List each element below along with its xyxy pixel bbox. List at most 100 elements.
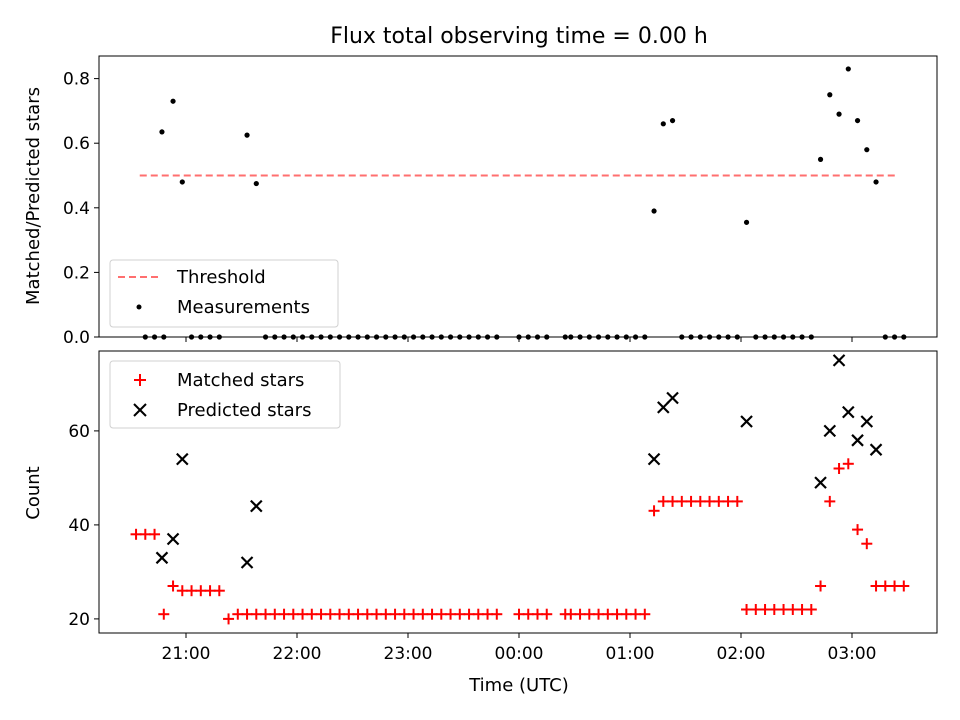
bottom-y-axis-label: Count [23, 466, 44, 519]
matched-point [186, 585, 198, 597]
measurement-point [253, 180, 259, 187]
legend-threshold-label: Threshold [176, 267, 266, 288]
matched-point [541, 608, 553, 620]
matched-point [204, 585, 216, 597]
matched-point [768, 604, 780, 615]
matched-point [472, 608, 484, 620]
x-tick-label: 22:00 [273, 644, 322, 664]
matched-point [324, 608, 336, 620]
bottom-y-ticks: 20 40 60 [68, 422, 99, 630]
matched-point [241, 608, 253, 620]
matched-point [167, 580, 179, 592]
measurement-point [864, 147, 870, 153]
bottom-panel: 20 40 60 21:00 22:00 23:00 00:00 01:00 02:00 03:… [23, 350, 938, 696]
matched-point [620, 608, 632, 620]
matched-point [593, 608, 605, 620]
matched-point [491, 608, 503, 620]
bottom-marks [130, 354, 910, 625]
matched-point [371, 608, 383, 620]
x-tick-label: 02:00 [717, 644, 766, 664]
matched-point [130, 528, 142, 540]
measurement-point [244, 132, 250, 138]
matched-point [513, 608, 525, 620]
matched-point [463, 608, 475, 620]
matched-point [417, 608, 429, 620]
predicted-point [740, 415, 753, 428]
matched-point [269, 608, 281, 620]
matched-point [343, 608, 355, 620]
matched-point [805, 604, 817, 615]
matched-point [796, 604, 808, 615]
matched-point [685, 495, 697, 507]
matched-point [380, 608, 392, 620]
matched-point [870, 580, 882, 592]
matched-point [334, 608, 346, 620]
x-tick-label: 01:00 [606, 644, 655, 664]
matched-point [260, 608, 272, 620]
measurement-point [669, 117, 676, 124]
bottom-plot-frame [98, 350, 938, 634]
matched-point [667, 495, 679, 507]
top-y-tick-label: 0.2 [63, 263, 90, 283]
matched-point [704, 495, 716, 507]
matched-point [750, 604, 762, 615]
x-tick-label: 03:00 [828, 644, 877, 664]
measurement-point [854, 117, 861, 124]
matched-point [842, 458, 854, 470]
matched-point [445, 608, 457, 620]
x-tick-label: 23:00 [384, 644, 433, 664]
x-tick-label: 00:00 [495, 644, 544, 664]
x-tick-label: 21:00 [162, 644, 211, 664]
top-y-tick-label: 0.4 [63, 199, 90, 219]
top-plot-frame [98, 55, 938, 338]
predicted-point [823, 424, 837, 438]
matched-point [630, 608, 642, 620]
predicted-point [860, 415, 874, 428]
top-panel: 0.00.20.40.60.8 Matched/Predicted stars … [23, 55, 938, 348]
measurement-point [660, 121, 666, 127]
predicted-point [869, 443, 883, 456]
matched-point [287, 608, 299, 620]
legend-predicted-label: Predicted stars [177, 400, 311, 421]
top-y-tick-label: 0.8 [63, 70, 90, 90]
measurement-point [827, 92, 833, 98]
matched-point [694, 495, 706, 507]
top-y-ticks: 0.0 0.2 0.4 0.6 0.8 [63, 70, 99, 348]
matched-point [223, 613, 235, 625]
matched-point [297, 608, 309, 620]
matched-point [759, 604, 771, 615]
bottom-y-tick-label: 40 [68, 516, 90, 536]
matched-point [639, 608, 651, 620]
legend-matched-swatch [134, 374, 146, 386]
measurement-point [179, 179, 185, 185]
predicted-point [166, 532, 180, 546]
matched-point [398, 608, 410, 620]
matched-point [611, 608, 623, 620]
x-axis-label: Time (UTC) [468, 675, 569, 696]
matched-point [176, 585, 188, 597]
measurement-point [651, 208, 657, 214]
measurement-point [845, 66, 851, 72]
matched-point [149, 528, 161, 540]
matched-point [824, 495, 836, 507]
predicted-point [657, 401, 670, 414]
matched-point [361, 608, 373, 620]
matched-point [879, 580, 891, 592]
top-legend-box [109, 259, 339, 328]
measurement-point [170, 98, 176, 104]
matched-point [731, 495, 743, 507]
matched-point [676, 495, 688, 507]
predicted-point [851, 434, 864, 447]
matched-point [722, 495, 734, 507]
matched-point [306, 608, 318, 620]
predicted-point [647, 452, 661, 466]
matched-point [648, 505, 660, 517]
predicted-point [250, 499, 263, 513]
matched-point [583, 608, 595, 620]
matched-point [657, 495, 669, 507]
matched-point [522, 608, 534, 620]
measurement-point [743, 219, 750, 225]
matched-point [408, 608, 420, 620]
top-y-tick-label: 0.6 [63, 134, 90, 154]
